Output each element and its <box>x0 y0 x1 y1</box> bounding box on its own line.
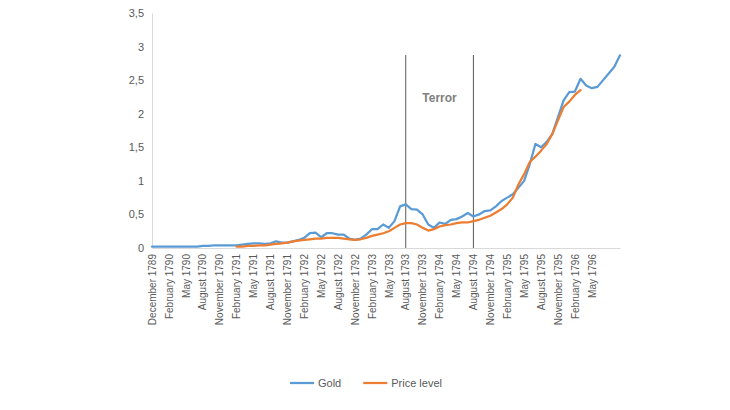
x-tick: November 1792 <box>350 248 361 325</box>
y-tick-label: 0,5 <box>129 208 144 220</box>
x-tick: November 1795 <box>553 248 564 325</box>
legend-item: Gold <box>290 377 341 389</box>
x-tick-label: May 1790 <box>181 254 192 298</box>
chart: 0 0,5 1 1,5 2 2,5 3 3,5 December 1789 February 17… <box>0 0 730 410</box>
x-tick: February 1795 <box>502 248 513 319</box>
series-line <box>152 55 620 246</box>
x-tick-label: February 1791 <box>231 254 242 319</box>
x-axis-line <box>153 248 621 249</box>
y-tick: 3,5 <box>129 7 152 19</box>
x-tick-label: May 1791 <box>248 254 259 298</box>
y-tick-label: 3,5 <box>129 7 144 19</box>
x-tick-label: November 1793 <box>417 254 428 326</box>
x-tick: May 1793 <box>384 248 395 298</box>
y-tick: 0,5 <box>129 208 152 220</box>
x-tick: February 1796 <box>570 248 581 319</box>
annotation-text: Terror <box>422 91 457 105</box>
y-tick-label: 2,5 <box>129 74 144 86</box>
x-tick: May 1790 <box>181 248 192 298</box>
y-tick: 2 <box>138 108 152 120</box>
x-tick-label: May 1793 <box>384 254 395 298</box>
period-line <box>405 55 406 248</box>
legend-swatch <box>290 382 314 384</box>
y-tick-label: 1,5 <box>129 141 144 153</box>
x-tick: August 1790 <box>197 248 208 310</box>
legend: Gold Price level <box>290 377 442 389</box>
x-tick: November 1793 <box>417 248 428 325</box>
legend-label: Price level <box>391 377 442 389</box>
x-axis: December 1789 February 1790 May 1790 August… <box>147 248 621 325</box>
x-tick-label: August 1790 <box>197 254 208 311</box>
x-tick-label: May 1795 <box>519 254 530 298</box>
x-tick-label: May 1794 <box>451 254 462 298</box>
x-tick: December 1789 <box>147 248 158 325</box>
x-tick-label: February 1792 <box>299 254 310 319</box>
x-tick-label: August 1795 <box>536 254 547 311</box>
x-tick-label: August 1792 <box>333 254 344 311</box>
x-tick: February 1791 <box>231 248 242 319</box>
x-tick-label: November 1792 <box>350 254 361 326</box>
x-tick: August 1791 <box>265 248 276 310</box>
x-tick-label: February 1795 <box>502 254 513 319</box>
x-tick: February 1794 <box>434 248 445 319</box>
y-tick-label: 3 <box>138 41 144 53</box>
x-tick: February 1790 <box>164 248 175 319</box>
x-tick-label: February 1790 <box>164 254 175 319</box>
x-tick-label: November 1790 <box>214 254 225 326</box>
period-line <box>473 55 474 248</box>
x-tick: May 1795 <box>519 248 530 298</box>
x-tick-label: November 1794 <box>485 254 496 326</box>
x-tick: February 1792 <box>299 248 310 319</box>
x-tick: November 1790 <box>214 248 225 325</box>
y-tick: 0 <box>138 242 152 254</box>
y-tick: 1 <box>138 175 152 187</box>
x-tick-label: August 1791 <box>265 254 276 311</box>
y-axis: 0 0,5 1 1,5 2 2,5 3 3,5 <box>129 7 153 254</box>
y-tick: 1,5 <box>129 141 152 153</box>
series-line <box>237 90 581 246</box>
x-tick: August 1795 <box>536 248 547 310</box>
x-tick-label: May 1796 <box>587 254 598 298</box>
x-tick-label: February 1794 <box>434 254 445 319</box>
x-tick-label: August 1793 <box>400 254 411 311</box>
y-tick-label: 2 <box>138 108 144 120</box>
y-tick-label: 1 <box>138 175 144 187</box>
x-tick-label: August 1794 <box>468 254 479 311</box>
legend-item: Price level <box>363 377 442 389</box>
x-tick-label: December 1789 <box>147 254 158 326</box>
legend-label: Gold <box>318 377 341 389</box>
x-tick: November 1791 <box>282 248 293 325</box>
x-tick-label: May 1792 <box>316 254 327 298</box>
plot-area <box>152 55 620 246</box>
x-tick-label: November 1795 <box>553 254 564 326</box>
x-tick: August 1794 <box>468 248 479 310</box>
legend-swatch <box>363 382 387 384</box>
x-tick: May 1796 <box>587 248 598 298</box>
y-tick: 3 <box>138 41 152 53</box>
x-tick-label: February 1793 <box>367 254 378 319</box>
x-tick: May 1792 <box>316 248 327 298</box>
y-tick-label: 0 <box>138 242 144 254</box>
x-tick: November 1794 <box>485 248 496 325</box>
x-tick-label: November 1791 <box>282 254 293 326</box>
y-axis-line <box>152 14 153 249</box>
x-tick-label: February 1796 <box>570 254 581 319</box>
x-tick: May 1794 <box>451 248 462 298</box>
x-tick: February 1793 <box>367 248 378 319</box>
y-tick: 2,5 <box>129 74 152 86</box>
x-tick: May 1791 <box>248 248 259 298</box>
x-tick: August 1792 <box>333 248 344 310</box>
x-tick: August 1793 <box>400 248 411 310</box>
annotations: Terror <box>406 55 474 248</box>
